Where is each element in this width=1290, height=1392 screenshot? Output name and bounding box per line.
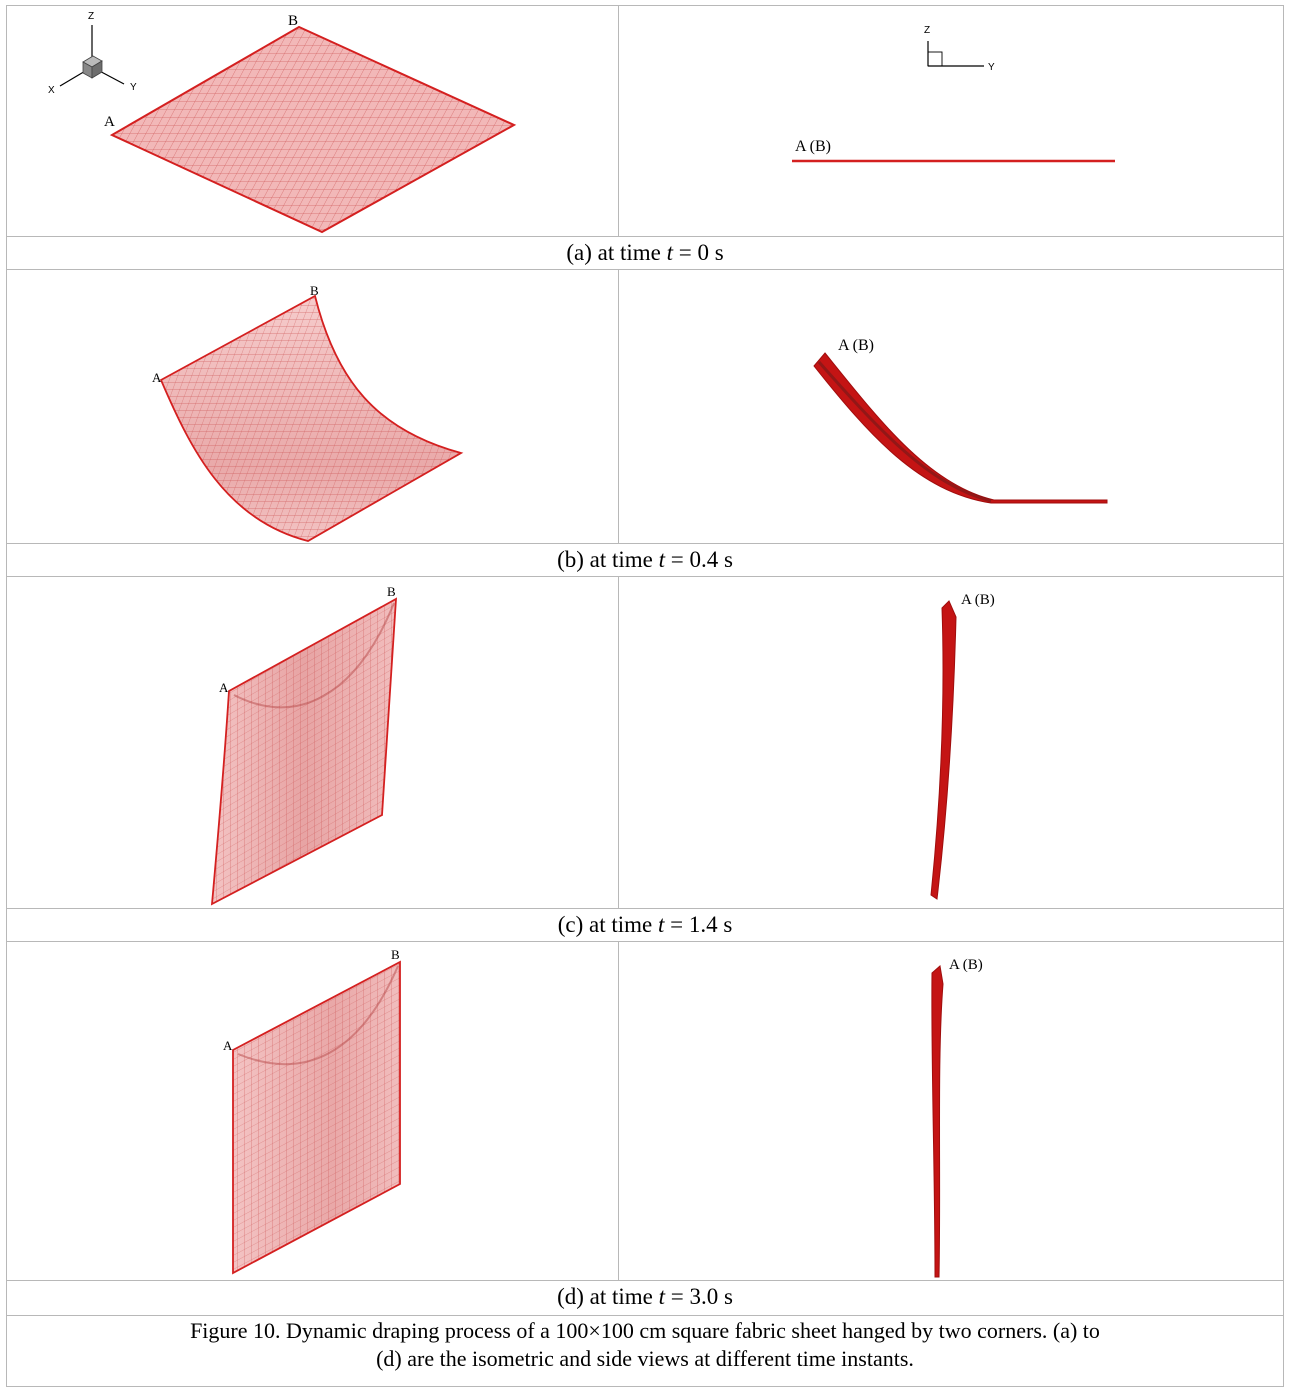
caption-d-var: t bbox=[658, 1284, 665, 1309]
axis-z-label: Z bbox=[88, 11, 94, 22]
corner-label-b: B bbox=[288, 13, 298, 29]
panel-d-side: A (B) bbox=[619, 942, 1283, 1280]
caption-d: (d) at time t = 3.0 s bbox=[6, 1281, 1284, 1313]
caption-b: (b) at time t = 0.4 s bbox=[6, 544, 1284, 576]
panel-c-isometric: A B bbox=[6, 577, 618, 908]
axis-x-label: X bbox=[48, 85, 55, 96]
caption-c-suffix: = 1.4 s bbox=[664, 912, 733, 937]
panel-c-side: A (B) bbox=[619, 577, 1283, 908]
panel-b-isometric-plot: A B bbox=[152, 283, 464, 542]
panel-a-side: Z Y A (B) bbox=[619, 5, 1283, 236]
caption-b-prefix: (b) at time bbox=[557, 547, 659, 572]
corner-label-a: A bbox=[104, 114, 115, 130]
caption-a-var: t bbox=[666, 240, 673, 265]
panel-a-isometric: A B Z X Y bbox=[6, 5, 618, 236]
panel-b-side-plot: A (B) bbox=[813, 337, 1108, 504]
caption-c-prefix: (c) at time bbox=[557, 912, 658, 937]
corner-label-ab: A (B) bbox=[838, 337, 874, 354]
corner-label-a: A bbox=[219, 680, 229, 695]
axis-y-label: Y bbox=[988, 62, 995, 73]
panel-d-side-plot: A (B) bbox=[931, 957, 983, 1278]
panel-b-isometric: A B bbox=[6, 270, 618, 543]
corner-label-b: B bbox=[387, 584, 396, 599]
fabric-side-profile bbox=[813, 352, 1108, 504]
figure-caption: Figure 10. Dynamic draping process of a … bbox=[6, 1317, 1284, 1373]
caption-c: (c) at time t = 1.4 s bbox=[6, 909, 1284, 941]
corner-label-b: B bbox=[310, 283, 319, 298]
corner-label-b: B bbox=[391, 947, 400, 962]
caption-a-suffix: = 0 s bbox=[672, 240, 724, 265]
panel-d-isometric: A B bbox=[6, 942, 618, 1280]
caption-b-suffix: = 0.4 s bbox=[665, 547, 733, 572]
figure-caption-line1: Figure 10. Dynamic draping process of a … bbox=[190, 1318, 1100, 1343]
fabric-side-profile bbox=[930, 600, 957, 900]
caption-b-var: t bbox=[658, 547, 665, 572]
side-axes-icon: Z Y bbox=[924, 25, 995, 73]
isometric-axes-icon: Z X Y bbox=[48, 11, 137, 96]
panel-c-side-plot: A (B) bbox=[930, 592, 995, 900]
figure-table: A B Z X Y Z Y bbox=[6, 5, 1284, 1387]
caption-d-prefix: (d) at time bbox=[557, 1284, 659, 1309]
panel-b-side: A (B) bbox=[619, 270, 1283, 543]
caption-c-var: t bbox=[657, 912, 665, 937]
axis-y-label: Y bbox=[130, 82, 137, 93]
caption-a-prefix: (a) at time bbox=[566, 240, 667, 265]
figure-caption-line2: (d) are the isometric and side views at … bbox=[376, 1346, 914, 1371]
panel-d-isometric-plot: A B bbox=[223, 947, 401, 1275]
corner-label-a: A bbox=[152, 370, 162, 385]
panel-a-isometric-plot: A B Z X Y bbox=[48, 11, 517, 234]
panel-a-side-plot: Z Y A (B) bbox=[792, 25, 1115, 163]
fabric-side-profile bbox=[931, 965, 944, 1278]
caption-d-suffix: = 3.0 s bbox=[665, 1284, 733, 1309]
corner-label-a: A bbox=[223, 1038, 233, 1053]
axis-z-label: Z bbox=[924, 25, 930, 36]
corner-label-ab: A (B) bbox=[795, 138, 831, 155]
corner-label-ab: A (B) bbox=[949, 957, 983, 973]
caption-a: (a) at time t = 0 s bbox=[6, 237, 1284, 269]
corner-label-ab: A (B) bbox=[961, 592, 995, 608]
panel-c-isometric-plot: A B bbox=[210, 584, 398, 906]
